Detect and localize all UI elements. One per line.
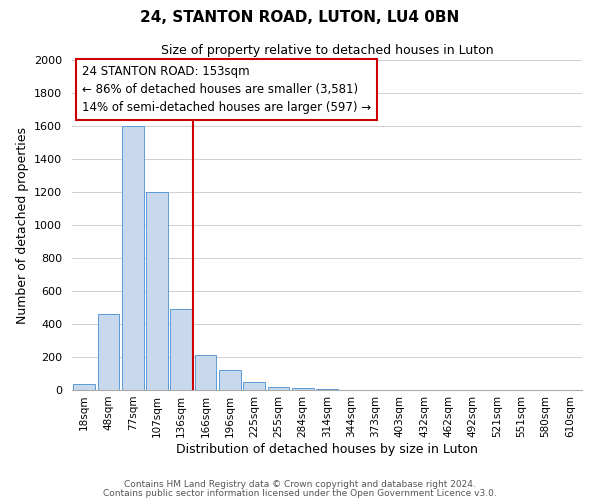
Bar xyxy=(73,384,95,390)
Bar xyxy=(146,192,168,390)
Bar xyxy=(219,370,241,390)
Bar xyxy=(194,356,217,390)
Bar xyxy=(268,386,289,390)
X-axis label: Distribution of detached houses by size in Luton: Distribution of detached houses by size … xyxy=(176,442,478,456)
Bar xyxy=(292,388,314,390)
Bar xyxy=(316,389,338,390)
Y-axis label: Number of detached properties: Number of detached properties xyxy=(16,126,29,324)
Text: Contains HM Land Registry data © Crown copyright and database right 2024.: Contains HM Land Registry data © Crown c… xyxy=(124,480,476,489)
Bar xyxy=(122,126,143,390)
Text: 24 STANTON ROAD: 153sqm
← 86% of detached houses are smaller (3,581)
14% of semi: 24 STANTON ROAD: 153sqm ← 86% of detache… xyxy=(82,65,371,114)
Bar xyxy=(243,382,265,390)
Text: Contains public sector information licensed under the Open Government Licence v3: Contains public sector information licen… xyxy=(103,488,497,498)
Title: Size of property relative to detached houses in Luton: Size of property relative to detached ho… xyxy=(161,44,493,58)
Text: 24, STANTON ROAD, LUTON, LU4 0BN: 24, STANTON ROAD, LUTON, LU4 0BN xyxy=(140,10,460,25)
Bar xyxy=(170,309,192,390)
Bar xyxy=(97,314,119,390)
